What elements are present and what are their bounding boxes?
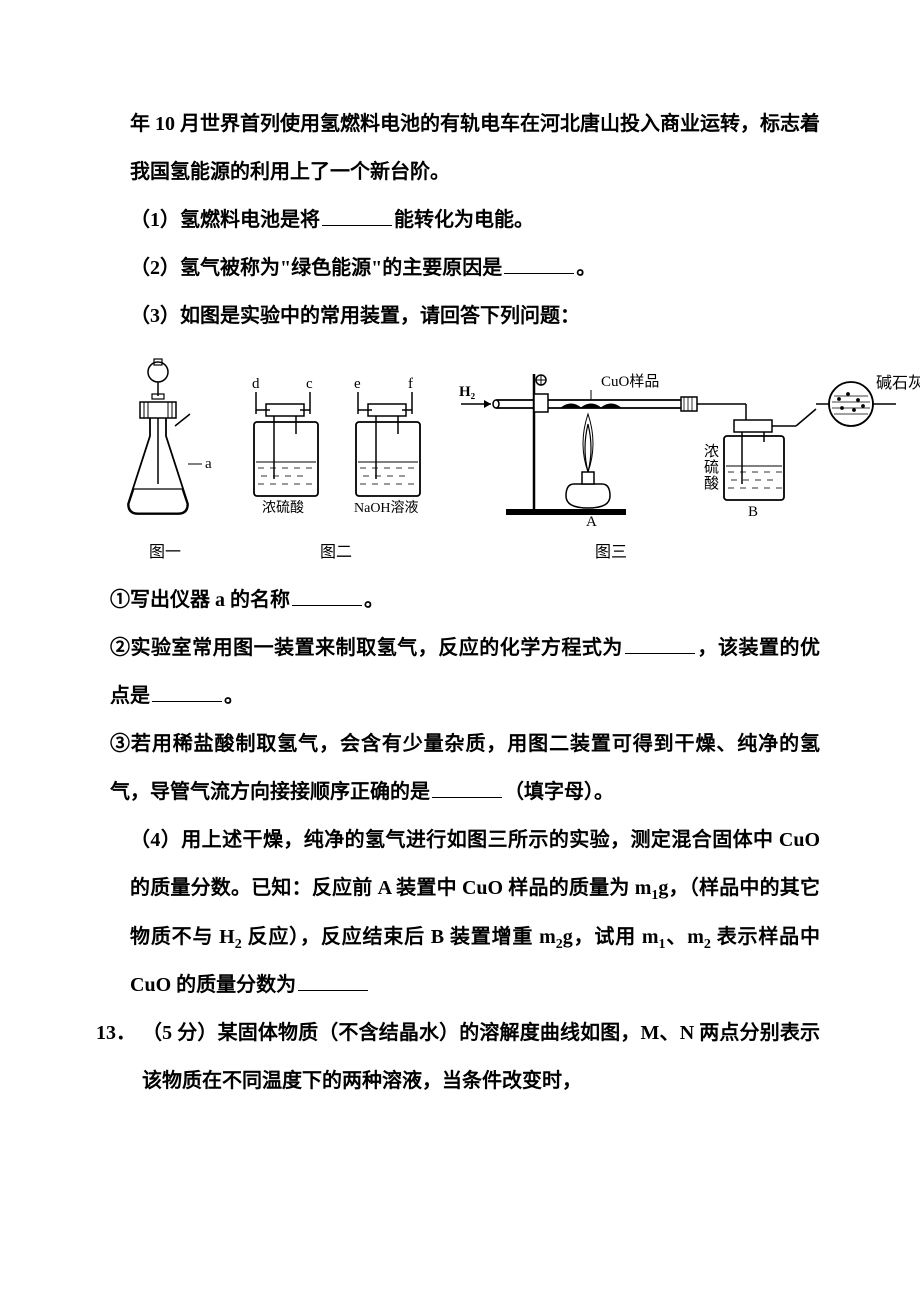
svg-text:A: A xyxy=(586,514,597,530)
svg-text:c: c xyxy=(306,376,313,392)
question-1: （1）氢燃料电池是将 能转化为电能。 xyxy=(130,196,820,244)
svg-text:酸: 酸 xyxy=(704,475,719,492)
svg-text:浓: 浓 xyxy=(704,443,719,460)
q4-p4: g，试用 m xyxy=(563,926,659,948)
svg-text:e: e xyxy=(354,376,361,392)
subscript-2b: 2 xyxy=(556,937,563,952)
s1-blank xyxy=(292,586,362,606)
question-4: （4）用上述干燥，纯净的氢气进行如图三所示的实验，测定混合固体中 CuO 的质量… xyxy=(130,816,820,1009)
svg-text:f: f xyxy=(408,376,413,392)
q2-blank xyxy=(504,254,574,274)
subscript-2c: 2 xyxy=(704,937,711,952)
q1-suffix: 能转化为电能。 xyxy=(394,209,534,231)
figure-2-caption: 图二 xyxy=(320,538,352,562)
diagram-row: a 图一 d c 浓硫酸 e f xyxy=(110,354,920,562)
s3-blank xyxy=(432,778,502,798)
question-3: （3）如图是实验中的常用装置，请回答下列问题： xyxy=(130,292,820,340)
q2-suffix: 。 xyxy=(576,257,596,279)
svg-text:浓硫酸: 浓硫酸 xyxy=(262,500,304,516)
q1-prefix: （1）氢燃料电池是将 xyxy=(130,209,320,231)
figure-2-svg: d c 浓硫酸 e f xyxy=(226,374,446,534)
s2-prefix: ②实验室常用图一装置来制取氢气，反应的化学方程式为 xyxy=(110,637,623,659)
figure-3-caption: 图三 xyxy=(595,538,627,562)
figure-3-svg: H₂ CuO样品 A xyxy=(456,364,920,534)
figure-1-svg: a xyxy=(110,354,220,534)
s3-suffix: （填字母）。 xyxy=(504,781,614,803)
figure-1: a 图一 xyxy=(110,354,220,562)
subscript-1b: 1 xyxy=(659,937,666,952)
q13-body: （5 分）某固体物质（不含结晶水）的溶解度曲线如图，M、N 两点分别表示该物质在… xyxy=(142,1009,820,1105)
figure-2: d c 浓硫酸 e f xyxy=(226,374,446,562)
svg-text:硫: 硫 xyxy=(704,459,719,476)
q4-blank xyxy=(298,971,368,991)
s1-suffix: 。 xyxy=(364,589,384,611)
figure-1-caption: 图一 xyxy=(149,538,181,562)
question-2: （2）氢气被称为"绿色能源"的主要原因是 。 xyxy=(130,244,820,292)
s2-blank-2 xyxy=(152,682,222,702)
s2-suffix: 。 xyxy=(224,685,244,707)
svg-text:CuO样品: CuO样品 xyxy=(601,373,659,390)
question-13: 13． （5 分）某固体物质（不含结晶水）的溶解度曲线如图，M、N 两点分别表示… xyxy=(130,1009,820,1105)
svg-text:碱石灰: 碱石灰 xyxy=(876,374,920,392)
subscript-2a: 2 xyxy=(235,937,242,952)
sub-question-3: ③若用稀盐酸制取氢气，会含有少量杂质，用图二装置可得到干燥、纯净的氢气，导管气流… xyxy=(110,720,820,816)
svg-text:NaOH溶液: NaOH溶液 xyxy=(354,500,419,516)
s1-prefix: ①写出仪器 a 的名称 xyxy=(110,589,290,611)
figure-1-label-a: a xyxy=(205,456,212,472)
svg-text:B: B xyxy=(748,504,758,520)
q1-blank xyxy=(322,206,392,226)
svg-text:d: d xyxy=(252,376,260,392)
svg-text:H₂: H₂ xyxy=(459,384,476,400)
q4-p3: 反应），反应结束后 B 装置增重 m xyxy=(242,926,556,948)
sub-question-1: ①写出仪器 a 的名称 。 xyxy=(110,576,820,624)
sub-question-2: ②实验室常用图一装置来制取氢气，反应的化学方程式为，该装置的优点是。 xyxy=(110,624,820,720)
q2-prefix: （2）氢气被称为"绿色能源"的主要原因是 xyxy=(130,257,502,279)
intro-paragraph: 年 10 月世界首列使用氢燃料电池的有轨电车在河北唐山投入商业运转，标志着我国氢… xyxy=(130,100,820,196)
s2-blank-1 xyxy=(625,634,695,654)
figure-3: H₂ CuO样品 A xyxy=(452,364,920,562)
q4-p5: 、m xyxy=(666,926,704,948)
q13-number: 13． xyxy=(96,1009,136,1105)
